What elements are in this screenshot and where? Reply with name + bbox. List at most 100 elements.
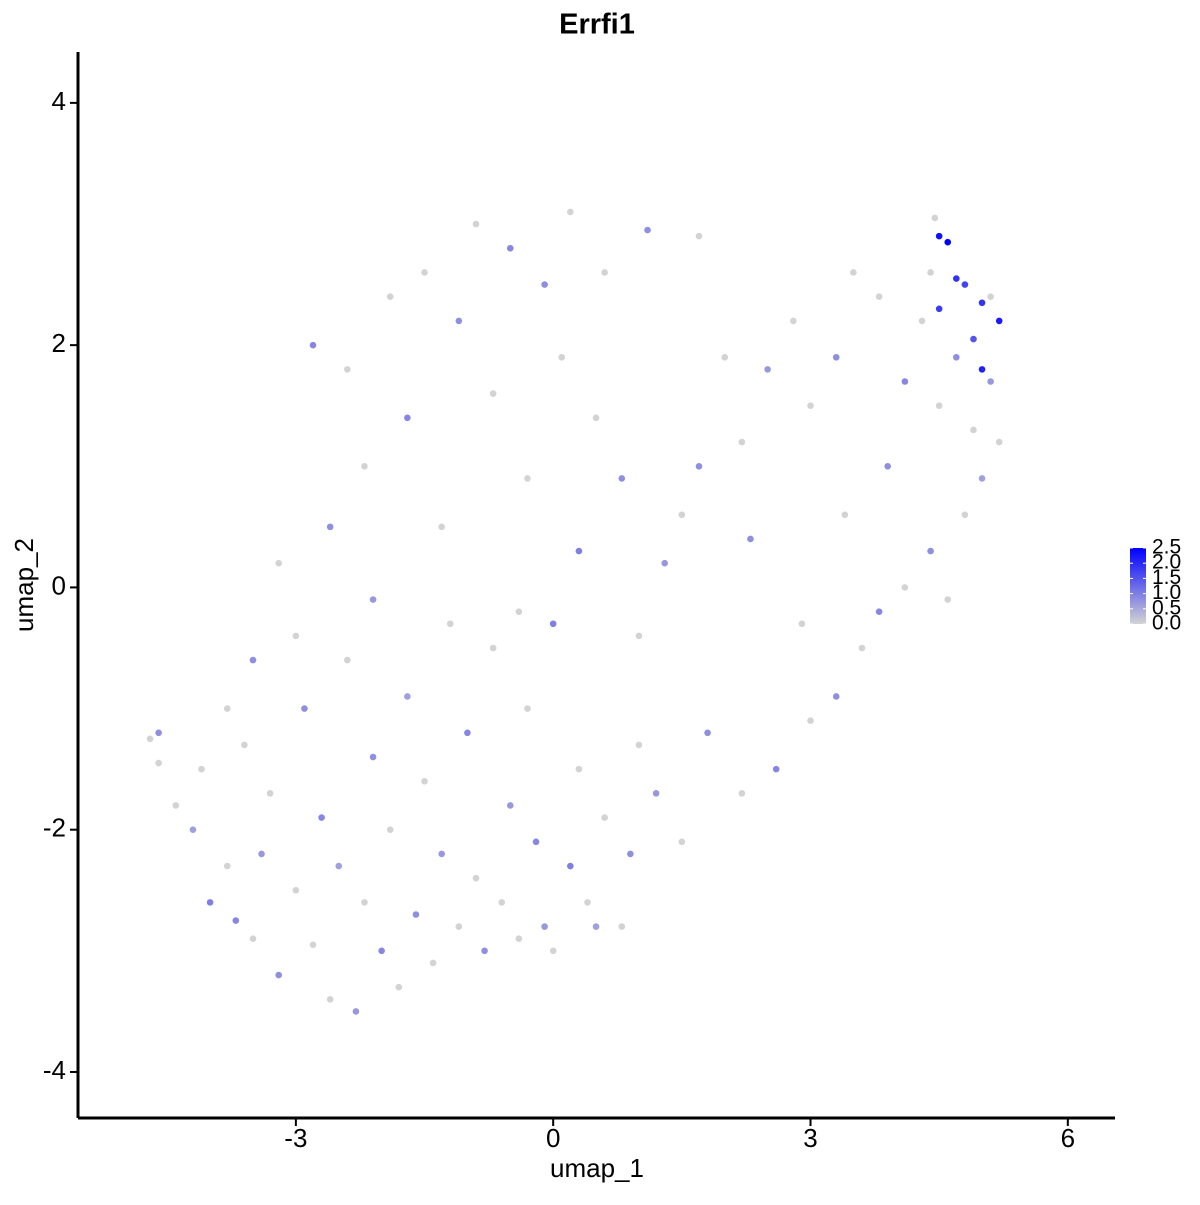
point — [241, 741, 248, 749]
point — [335, 862, 343, 870]
point — [944, 596, 952, 603]
point — [455, 317, 463, 325]
point — [747, 535, 754, 543]
point — [875, 293, 883, 300]
point — [515, 935, 523, 943]
point — [978, 475, 986, 482]
point — [592, 414, 600, 422]
point — [875, 608, 883, 615]
point — [970, 335, 977, 343]
point — [978, 299, 986, 307]
point — [935, 305, 943, 313]
point — [541, 281, 548, 288]
point — [515, 608, 523, 615]
point — [506, 244, 514, 252]
y-tick-label: -4 — [43, 1055, 66, 1085]
point — [567, 862, 574, 870]
point — [695, 462, 703, 470]
point — [258, 850, 265, 858]
colorbar-label: 1.5 — [1152, 566, 1181, 589]
point — [601, 269, 608, 276]
point — [884, 462, 892, 470]
point — [206, 899, 214, 906]
colorbar-label: 0.5 — [1152, 596, 1181, 619]
point — [772, 765, 780, 773]
point — [455, 923, 463, 930]
point — [301, 705, 308, 712]
point — [172, 802, 180, 809]
point — [678, 838, 686, 846]
point — [472, 874, 480, 882]
point — [584, 899, 591, 906]
point — [249, 656, 257, 664]
point — [404, 414, 411, 422]
y-tick-label: 2 — [52, 328, 66, 358]
point — [575, 765, 583, 773]
point — [429, 959, 437, 967]
point — [618, 923, 626, 930]
point — [935, 402, 943, 410]
point — [412, 911, 420, 918]
point — [807, 717, 814, 724]
point — [678, 511, 686, 519]
point — [369, 753, 377, 761]
y-tick-label: 4 — [52, 86, 66, 116]
point — [344, 366, 351, 373]
point — [489, 390, 497, 397]
point — [361, 899, 368, 906]
point — [318, 814, 325, 821]
point — [352, 1008, 360, 1015]
point — [970, 426, 977, 434]
point — [292, 886, 300, 894]
point — [832, 693, 840, 700]
point — [155, 729, 162, 737]
point — [369, 596, 377, 603]
point — [309, 341, 317, 349]
point — [481, 947, 488, 955]
y-tick-label: 0 — [52, 570, 66, 600]
point — [506, 802, 514, 809]
point — [421, 269, 428, 276]
point — [935, 232, 943, 240]
point — [738, 790, 746, 797]
point — [275, 559, 283, 567]
colorbar-label: 0.0 — [1152, 612, 1181, 635]
colorbar-label: 2.0 — [1152, 551, 1181, 574]
point — [901, 378, 909, 385]
point — [386, 826, 394, 833]
point — [438, 850, 445, 858]
point — [378, 947, 385, 955]
point — [498, 899, 506, 906]
point — [704, 729, 711, 737]
point — [721, 353, 729, 361]
point — [524, 705, 531, 712]
point — [446, 620, 454, 628]
point — [567, 208, 574, 216]
x-tick-label: 6 — [1061, 1123, 1075, 1153]
point — [978, 366, 986, 373]
point — [635, 741, 643, 749]
y-axis-label: umap_2 — [9, 538, 39, 632]
point — [549, 947, 557, 955]
point — [266, 790, 274, 797]
colorbar-label: 2.5 — [1152, 536, 1181, 559]
point — [931, 214, 939, 222]
point — [524, 475, 531, 482]
point — [627, 850, 634, 858]
point — [309, 941, 317, 949]
point — [832, 353, 840, 361]
point — [421, 777, 428, 785]
point — [944, 238, 952, 246]
point — [764, 366, 771, 373]
point — [918, 317, 926, 325]
point — [198, 765, 205, 773]
point — [326, 523, 334, 531]
point — [292, 632, 300, 640]
point — [326, 995, 334, 1003]
point — [189, 826, 197, 833]
point — [850, 269, 857, 276]
colorbar-label: 1.0 — [1152, 581, 1181, 604]
point — [344, 656, 351, 664]
point — [927, 269, 934, 276]
